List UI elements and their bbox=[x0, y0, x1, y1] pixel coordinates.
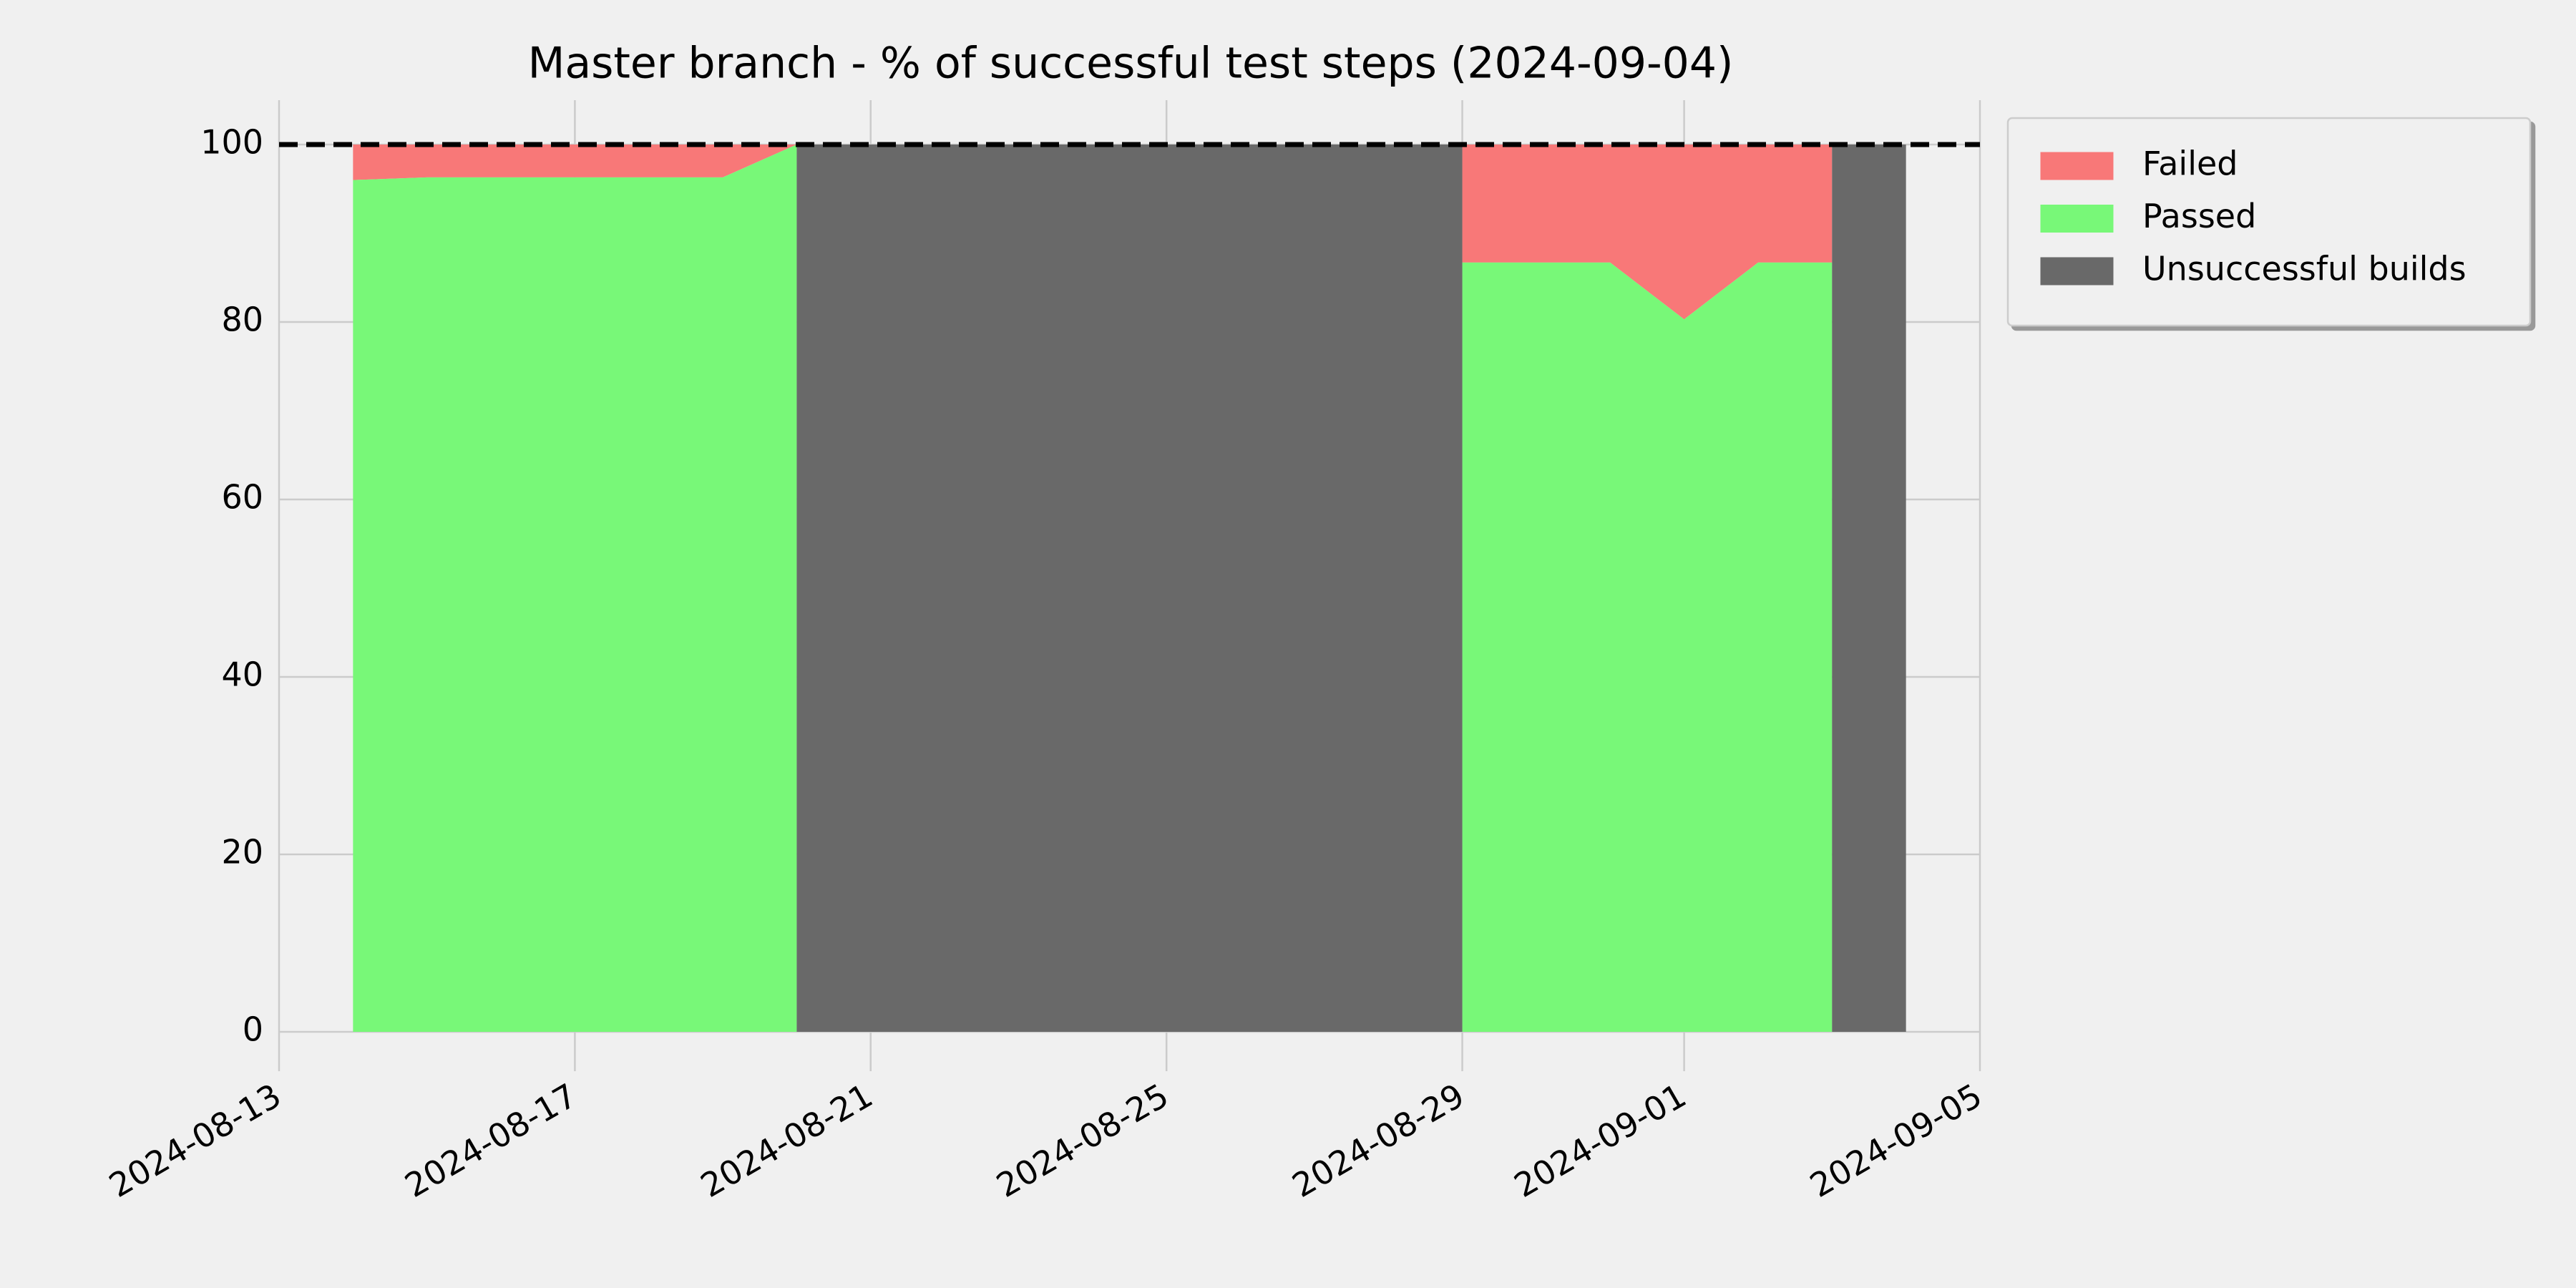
y-tick-label: 80 bbox=[221, 301, 263, 339]
y-tick-label: 20 bbox=[221, 833, 263, 872]
chart-title: Master branch - % of successful test ste… bbox=[528, 39, 1734, 89]
area bbox=[796, 145, 1463, 1032]
legend-label: Passed bbox=[2142, 197, 2256, 235]
area bbox=[1462, 145, 1833, 320]
y-tick-label: 40 bbox=[221, 655, 263, 694]
legend-label: Unsuccessful builds bbox=[2142, 250, 2467, 288]
area bbox=[1832, 145, 1906, 1032]
legend-swatch bbox=[2040, 257, 2114, 286]
legend-label: Failed bbox=[2142, 145, 2238, 183]
legend bbox=[2006, 117, 2532, 327]
legend-swatch bbox=[2040, 205, 2114, 233]
area bbox=[353, 145, 797, 1032]
area bbox=[1462, 262, 1833, 1032]
y-tick-label: 100 bbox=[200, 123, 263, 162]
legend-swatch bbox=[2040, 152, 2114, 180]
y-tick-label: 0 bbox=[243, 1010, 263, 1049]
y-tick-label: 60 bbox=[221, 478, 263, 517]
area bbox=[353, 145, 797, 180]
